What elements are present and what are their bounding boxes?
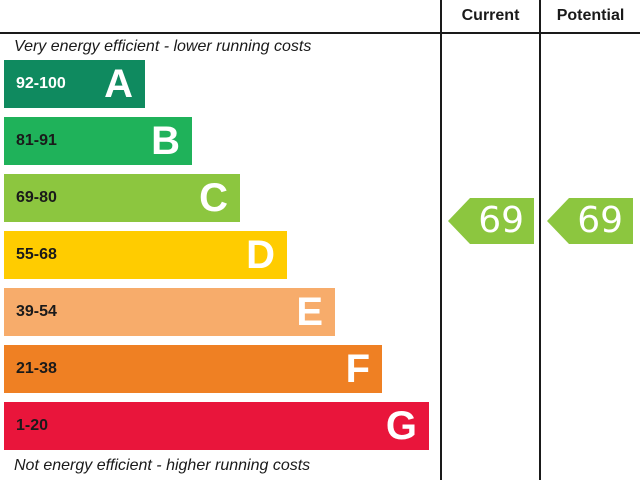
band-b: 81-91 B	[4, 117, 192, 165]
band-range: 81-91	[16, 132, 57, 149]
divider-potential-left	[539, 0, 541, 480]
current-rating-value: 69	[478, 200, 524, 241]
divider-current-left	[440, 0, 442, 480]
potential-rating-value: 69	[577, 200, 623, 241]
band-letter: D	[246, 233, 275, 277]
band-range: 1-20	[16, 417, 49, 434]
band-a: 92-100 A	[4, 60, 145, 108]
band-d: 55-68 D	[4, 231, 287, 279]
band-range: 92-100	[16, 75, 66, 92]
band-range: 69-80	[16, 189, 57, 206]
band-c: 69-80 C	[4, 174, 240, 222]
arrow-shape	[448, 198, 534, 244]
arrow-shape	[547, 198, 633, 244]
band-range: 39-54	[16, 303, 57, 320]
bottom-caption: Not energy efficient - higher running co…	[14, 457, 311, 474]
band-g: 1-20 G	[4, 402, 429, 450]
band-f: 21-38 F	[4, 345, 382, 393]
current-rating-arrow: 69	[448, 198, 534, 244]
band-letter: G	[385, 404, 417, 448]
band-letter: B	[151, 119, 180, 163]
top-caption: Very energy efficient - lower running co…	[14, 38, 312, 55]
band-e: 39-54 E	[4, 288, 335, 336]
band-letter: C	[199, 176, 228, 220]
header-divider	[0, 32, 640, 34]
band-range: 55-68	[16, 246, 57, 263]
band-letter: E	[296, 290, 323, 334]
potential-rating-arrow: 69	[547, 198, 633, 244]
band-range: 21-38	[16, 360, 57, 377]
current-column-header: Current	[461, 7, 520, 24]
band-letter: F	[345, 347, 370, 391]
band-letter: A	[104, 62, 133, 106]
potential-column-header: Potential	[556, 7, 625, 24]
